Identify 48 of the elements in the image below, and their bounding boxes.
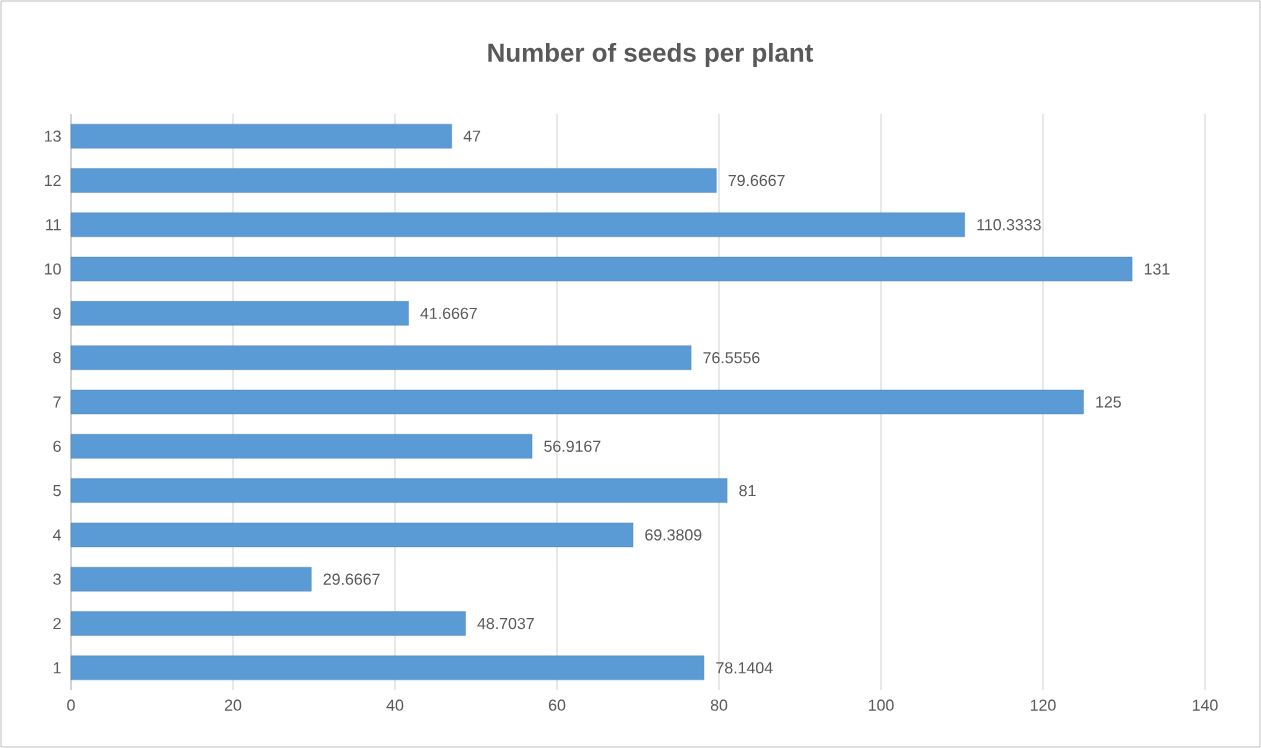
y-tick-label: 2: [53, 617, 61, 630]
y-tick-label: 12: [44, 174, 61, 187]
y-tick-label: 11: [46, 219, 61, 231]
bar: [70, 389, 1084, 415]
data-label: 125: [1096, 396, 1121, 408]
data-label: 76.5556: [703, 352, 760, 364]
y-tick-label: 5: [53, 485, 61, 497]
x-tick-label: 20: [224, 699, 242, 711]
x-tick-label: 60: [548, 699, 566, 711]
bar: [70, 345, 692, 370]
data-label: 47: [463, 130, 481, 142]
y-tick-label: 1: [53, 662, 61, 674]
data-label: 81: [739, 484, 756, 497]
data-label: 41.6667: [420, 307, 477, 320]
y-tick-label: 3: [53, 573, 61, 585]
x-tick-label: 80: [710, 699, 728, 711]
x-tick-label: 0: [67, 699, 75, 711]
x-tick-label: 120: [1030, 699, 1056, 711]
y-tick-label: 8: [53, 352, 61, 364]
bar: [70, 123, 452, 149]
bar: [70, 567, 312, 592]
data-label: 69.3809: [645, 529, 702, 541]
bar: [70, 256, 1133, 282]
data-label: 56.9167: [544, 440, 601, 452]
y-tick-label: 9: [53, 307, 61, 320]
x-tick-label: 100: [868, 699, 894, 711]
bar: [70, 434, 533, 459]
data-label: 78.1404: [716, 662, 773, 674]
y-tick-label: 10: [44, 263, 61, 275]
x-tick-label: 40: [386, 699, 404, 711]
bar: [70, 478, 728, 503]
y-tick-label: 7: [53, 396, 61, 408]
bar: [70, 212, 965, 237]
chart-title: Number of seeds per plant: [488, 42, 814, 68]
bar: [70, 611, 466, 636]
y-tick-label: 4: [52, 529, 62, 541]
data-label: 48.7037: [477, 617, 534, 630]
bar: [70, 655, 705, 681]
x-tick-label: 140: [1192, 699, 1218, 711]
y-tick-label: 13: [44, 130, 61, 142]
data-label: 29.6667: [323, 573, 380, 585]
data-label: 110.3333: [977, 219, 1041, 231]
y-tick-label: 6: [53, 440, 61, 452]
bar: [70, 301, 409, 326]
data-label: 79.6667: [728, 174, 785, 187]
bar: [70, 522, 634, 548]
bar: [70, 168, 717, 193]
data-label: 131: [1144, 263, 1170, 275]
